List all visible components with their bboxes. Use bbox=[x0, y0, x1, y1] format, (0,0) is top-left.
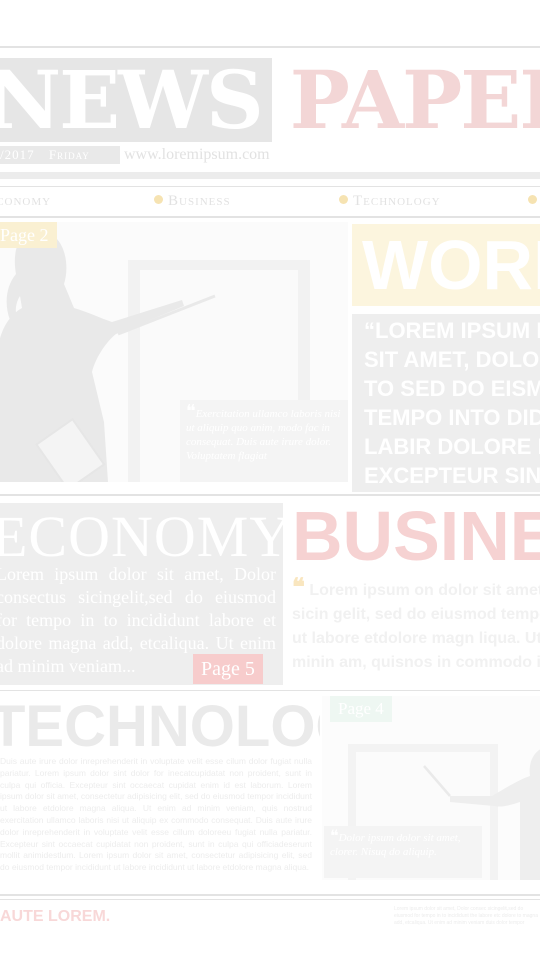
section-divider bbox=[0, 690, 540, 691]
footer-headline: AUTE LOREM. bbox=[0, 908, 111, 925]
nav-item-label: Economy bbox=[0, 193, 52, 209]
business-heading: BUSINESS bbox=[292, 500, 540, 570]
page-2-label[interactable]: Page 2 bbox=[0, 222, 57, 248]
nav-item-label: Technology bbox=[353, 193, 441, 209]
footer-rule bbox=[0, 894, 540, 896]
masthead-url[interactable]: www.loremipsum.com bbox=[124, 146, 270, 163]
quote-mark-icon: ❝ bbox=[186, 401, 196, 421]
masthead-title: NEWSPAPER bbox=[0, 58, 540, 142]
top-rule bbox=[0, 46, 540, 48]
top-story-illustration: Page 2 ❝Exercitation ullamco laboris nis… bbox=[0, 222, 348, 482]
section-nav: Economy Business Technology bbox=[0, 193, 540, 211]
day-text: Friday bbox=[48, 147, 90, 162]
bullet-dot-icon bbox=[154, 195, 163, 204]
business-line: sicin gelit, sed do eiusmod tempor bbox=[292, 606, 540, 623]
bullet-dot-icon bbox=[339, 195, 348, 204]
quote-text: Dolor ipsum dolor sit amet, clorer. Nisu… bbox=[330, 832, 461, 858]
masthead-title-paper: PAPER bbox=[289, 53, 540, 147]
technology-quote: ❝Dolor ipsum dolor sit amet, clorer. Nis… bbox=[324, 826, 482, 878]
nav-item-label: Business bbox=[168, 193, 231, 209]
world-line: TEMPO INTO DID bbox=[364, 405, 540, 430]
business-text: ❝ Lorem ipsum on dolor sit amet sicin ge… bbox=[292, 576, 540, 686]
world-text: “LOREM IPSUM DOLOR SIT AMET, DOLOR TO SE… bbox=[352, 314, 540, 492]
world-line: LABIR DOLORE MAG bbox=[364, 434, 540, 459]
footer-rule-thin bbox=[0, 899, 540, 900]
bullet-dot-icon bbox=[528, 195, 537, 204]
world-line: “LOREM IPSUM DOLOR bbox=[364, 318, 540, 343]
economy-text: Lorem ipsum dolor sit amet, Dolor consec… bbox=[0, 564, 276, 676]
technology-heading: TECHNOLOGY bbox=[0, 697, 320, 757]
date-text: /2017 bbox=[0, 147, 35, 162]
quote-mark-icon: ❝ bbox=[330, 828, 339, 845]
economy-section: ECONOMY Lorem ipsum dolor sit amet, Dolo… bbox=[0, 503, 283, 685]
masthead-title-news: NEWS bbox=[0, 58, 272, 142]
technology-text: Duis aute irure dolor inreprehenderit in… bbox=[0, 756, 312, 873]
section-divider bbox=[0, 494, 540, 496]
world-heading: WORLD bbox=[352, 224, 540, 306]
business-line: minin am, quisnos in commodo in bbox=[292, 654, 540, 671]
quote-text: Exercitation ullamco laboris nisi ut ali… bbox=[186, 408, 341, 462]
world-line: SIT AMET, DOLOR bbox=[364, 347, 540, 372]
world-line: EXCEPTEUR SINT bbox=[364, 463, 540, 488]
page-4-label[interactable]: Page 4 bbox=[330, 696, 392, 722]
quote-mark-icon: ❝ bbox=[292, 576, 305, 601]
top-story-quote: ❝Exercitation ullamco laboris nisi ut al… bbox=[180, 400, 348, 482]
nav-item-business[interactable]: Business bbox=[154, 193, 230, 210]
footer-text: Lorem ipsum dolor sit amet, Dolor consec… bbox=[394, 906, 538, 926]
world-line: TO SED DO EISMOD bbox=[364, 376, 540, 401]
business-line: ut labore etdolore magn liqua. Ut bbox=[292, 630, 540, 647]
business-line: Lorem ipsum on dolor sit amet bbox=[309, 582, 540, 599]
technology-illustration: Page 4 ❝Dolor ipsum dolor sit amet, clor… bbox=[322, 696, 540, 880]
nav-item-more[interactable] bbox=[528, 193, 540, 210]
masthead-bottom-rule bbox=[0, 172, 540, 179]
economy-heading: ECONOMY bbox=[0, 504, 283, 569]
nav-bottom-rule bbox=[0, 216, 540, 218]
nav-item-technology[interactable]: Technology bbox=[339, 193, 440, 210]
nav-top-rule bbox=[0, 186, 540, 187]
page-5-label[interactable]: Page 5 bbox=[193, 654, 263, 684]
masthead-date: /2017 Friday bbox=[0, 146, 120, 164]
